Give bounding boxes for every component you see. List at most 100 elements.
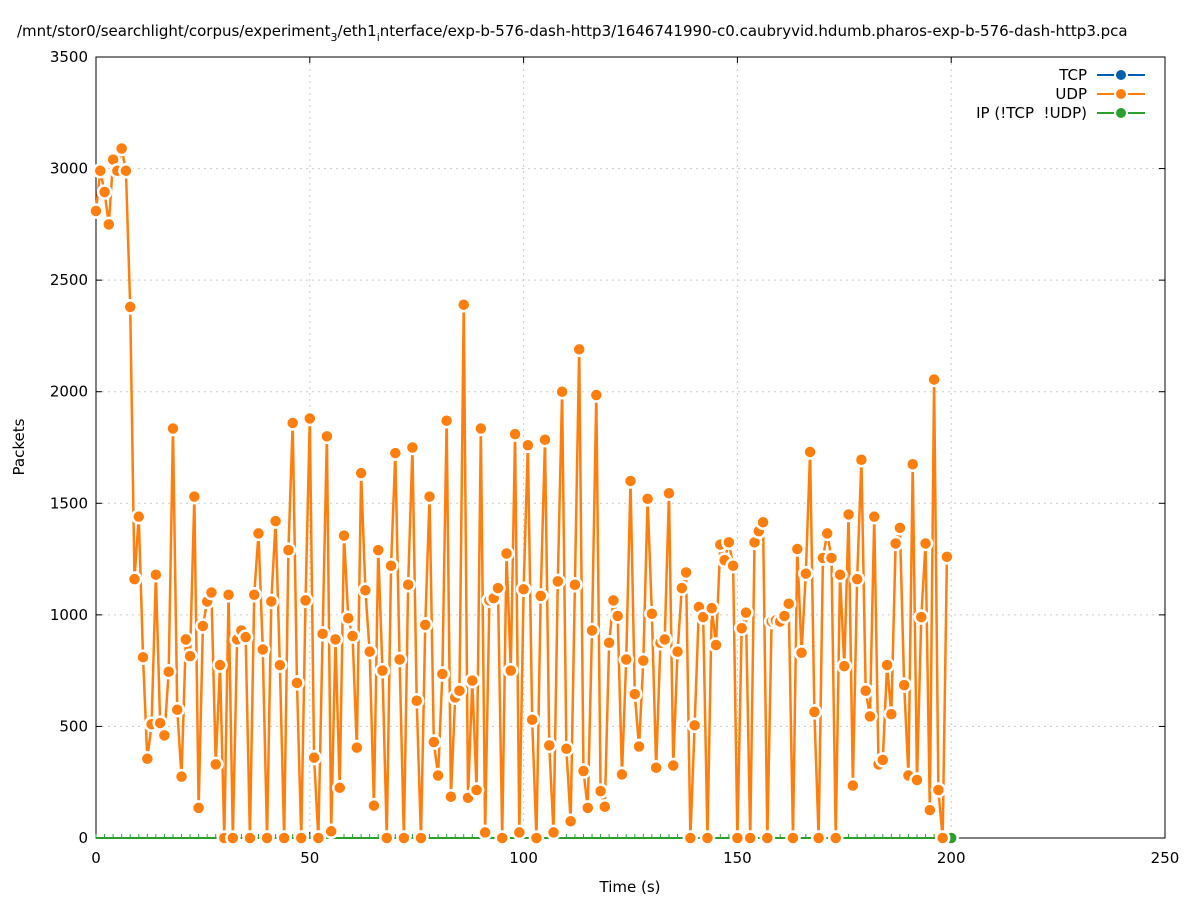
data-point-udp [344, 628, 361, 644]
data-point-udp [310, 830, 327, 846]
data-point-udp [755, 514, 771, 531]
data-point-udp [148, 566, 164, 583]
data-point-udp [669, 643, 686, 660]
data-point-udp [892, 520, 908, 536]
data-point-udp [733, 620, 750, 636]
y-tick-label: 3500 [50, 48, 88, 66]
data-point-udp [584, 622, 600, 639]
data-point-udp [896, 677, 912, 693]
data-point-udp [160, 664, 177, 680]
data-point-udp [387, 445, 404, 461]
data-point-udp [840, 506, 857, 523]
data-point-udp [323, 823, 339, 840]
data-point-udp [391, 651, 408, 668]
data-point-udp [220, 587, 237, 603]
data-point-udp [503, 662, 519, 679]
data-point-udp [408, 693, 425, 709]
data-point-udp [173, 768, 190, 785]
data-point-udp [562, 813, 579, 830]
data-point-udp [857, 682, 874, 699]
data-point-udp [477, 824, 493, 841]
data-point-udp [909, 772, 925, 788]
data-point-udp [875, 752, 891, 768]
data-point-udp [656, 631, 673, 648]
y-axis-label: Packets [10, 418, 28, 475]
data-point-udp [366, 797, 382, 814]
data-point-udp [421, 488, 438, 505]
data-point-udp [165, 420, 181, 437]
data-point-udp [370, 542, 386, 558]
data-point-udp [203, 584, 220, 601]
data-point-udp [353, 465, 369, 481]
data-point-udp [793, 645, 810, 661]
legend-marker-udp [1114, 87, 1128, 101]
data-point-udp [904, 456, 921, 472]
data-point-udp [284, 415, 301, 431]
data-point-udp [601, 635, 617, 651]
data-point-udp [614, 766, 630, 783]
data-point-udp [703, 600, 720, 616]
data-point-udp [618, 651, 634, 668]
data-point-udp [588, 387, 605, 403]
data-point-udp [558, 740, 575, 757]
x-axis-label: Time (s) [599, 878, 661, 896]
data-point-udp [464, 672, 481, 689]
x-tick-label: 100 [509, 849, 538, 867]
data-point-udp [695, 609, 711, 625]
data-point-udp [182, 648, 198, 664]
data-point-udp [255, 641, 271, 658]
data-point-udp [823, 550, 840, 566]
data-point-udp [113, 140, 130, 157]
data-point-udp [400, 576, 416, 593]
legend-item-tcp: TCP [1058, 66, 1145, 84]
data-point-udp [849, 571, 865, 587]
data-point-udp [340, 610, 357, 626]
data-point-udp [532, 588, 549, 604]
data-point-udp [554, 383, 570, 400]
data-point-udp [190, 800, 207, 816]
series-udp [88, 140, 955, 846]
data-point-udp [742, 830, 758, 846]
data-point-udp [926, 371, 942, 388]
data-point-udp [417, 617, 434, 633]
data-point-udp [939, 549, 955, 565]
data-point-udp [169, 701, 185, 718]
data-point-udp [708, 637, 724, 653]
data-point-udp [336, 527, 352, 544]
data-point-udp [361, 643, 378, 660]
data-point-udp [798, 565, 814, 582]
data-point-udp [207, 756, 224, 773]
data-point-udp [413, 830, 429, 846]
x-tick-label: 0 [91, 849, 101, 867]
legend-item-ip: IP (!TCP !UDP) [976, 104, 1145, 122]
data-point-udp [545, 824, 562, 841]
title-part: nterface/exp-b-576-dash-http3/1646741990… [380, 22, 1128, 40]
title-subscript: 3 [331, 31, 338, 44]
data-point-udp [126, 571, 143, 587]
data-point-udp [836, 658, 853, 674]
data-point-udp [246, 587, 262, 603]
data-point-udp [490, 580, 506, 596]
data-point-udp [609, 608, 626, 624]
data-point-udp [455, 296, 472, 313]
data-point-udp [443, 788, 459, 805]
x-tick-label: 250 [1151, 849, 1180, 867]
y-tick-label: 500 [59, 717, 88, 735]
plot-border [95, 56, 1166, 839]
y-tick-label: 3000 [50, 160, 88, 178]
data-point-udp [434, 666, 451, 682]
data-point-udp [473, 420, 489, 437]
data-point-udp [930, 782, 947, 798]
data-point-udp [605, 592, 622, 609]
data-point-udp [802, 444, 818, 460]
data-point-udp [827, 830, 844, 846]
data-point-udp [135, 649, 151, 666]
data-point-udp [729, 830, 746, 846]
data-point-udp [297, 592, 314, 609]
title-part: /eth1 [338, 22, 377, 40]
data-point-udp [379, 830, 395, 846]
data-point-udp [721, 534, 737, 551]
data-point-udp [887, 535, 904, 552]
x-tick-label: 150 [723, 849, 752, 867]
data-point-udp [331, 780, 348, 796]
